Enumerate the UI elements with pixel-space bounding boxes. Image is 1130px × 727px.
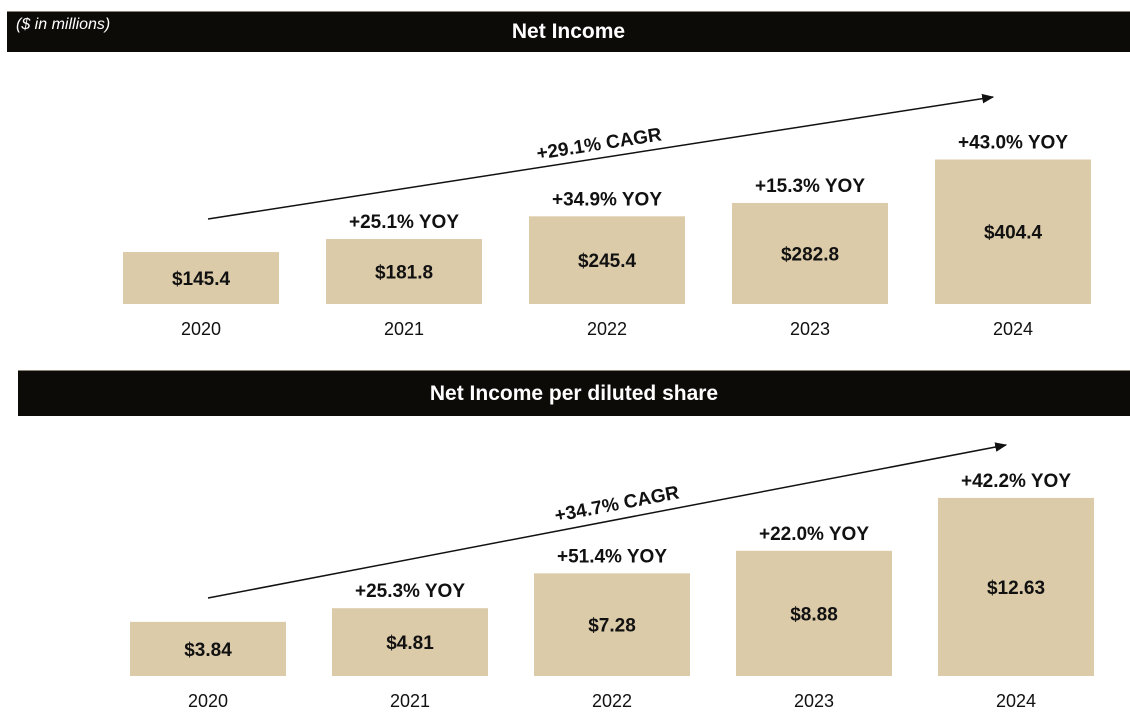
- ni-value-label-2022: $245.4: [578, 251, 637, 272]
- ni-bar-2020: [123, 252, 279, 304]
- net-income-chart: $145.4 2020 $181.8 2021 +25.1% YOY $245.4 2022…: [123, 93, 1091, 339]
- eps-bar-2021: [332, 608, 488, 676]
- net-income-title: Net Income: [511, 20, 626, 43]
- ni-bar-2023: [732, 202, 888, 304]
- eps-bar-2022: [534, 573, 690, 676]
- eps-yoy-label-2024: +42.2% YOY: [961, 471, 1071, 492]
- ni-year-label-2023: 2023: [790, 319, 830, 339]
- eps-year-label-2023: 2023: [794, 691, 834, 711]
- ni-year-label-2024: 2024: [993, 319, 1033, 339]
- eps-value-label-2024: $12.63: [987, 578, 1045, 599]
- net-income-header-band: ($ in millions) Net Income: [7, 11, 1130, 52]
- ni-bar-2021: [326, 239, 482, 304]
- ni-value-label-2023: $282.8: [781, 244, 839, 265]
- ni-bar-2022: [529, 216, 685, 304]
- ni-value-label-2021: $181.8: [375, 263, 433, 284]
- ni-year-label-2021: 2021: [384, 319, 424, 339]
- eps-title: Net Income per diluted share: [429, 381, 719, 405]
- eps-year-label-2021: 2021: [390, 691, 430, 711]
- eps-header-band: Net Income per diluted share: [18, 370, 1130, 416]
- eps-yoy-label-2023: +22.0% YOY: [759, 524, 869, 545]
- ni-value-label-2020: $145.4: [172, 269, 231, 290]
- ni-value-label-2024: $404.4: [984, 223, 1043, 244]
- ni-yoy-label-2024: +43.0% YOY: [958, 132, 1068, 153]
- units-note: ($ in millions): [16, 16, 111, 33]
- eps-year-label-2022: 2022: [592, 691, 632, 711]
- eps-yoy-label-2021: +25.3% YOY: [355, 581, 465, 602]
- eps-bar-2024: [938, 497, 1094, 676]
- eps-value-label-2022: $7.28: [588, 616, 636, 637]
- ni-yoy-label-2021: +25.1% YOY: [349, 212, 459, 233]
- eps-year-label-2020: 2020: [188, 691, 228, 711]
- eps-year-label-2024: 2024: [996, 691, 1036, 711]
- ni-cagr-arrow: [207, 93, 995, 220]
- eps-chart: $3.84 2020 $4.81 2021 +25.3% YOY $7.28 2022 +51…: [130, 442, 1094, 711]
- eps-bar-2023: [736, 550, 892, 676]
- eps-value-label-2020: $3.84: [184, 640, 232, 661]
- ni-year-label-2020: 2020: [181, 319, 221, 339]
- eps-value-label-2021: $4.81: [386, 633, 434, 654]
- eps-bar-2020: [130, 621, 286, 676]
- eps-cagr-arrow: [207, 442, 1008, 599]
- ni-yoy-label-2023: +15.3% YOY: [755, 176, 865, 197]
- ni-bar-2024: [935, 159, 1091, 304]
- ni-year-label-2022: 2022: [587, 319, 627, 339]
- eps-yoy-label-2022: +51.4% YOY: [557, 546, 667, 567]
- ni-yoy-label-2022: +34.9% YOY: [552, 189, 662, 210]
- eps-value-label-2023: $8.88: [790, 604, 838, 625]
